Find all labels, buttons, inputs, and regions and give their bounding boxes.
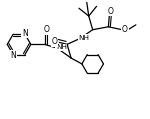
Text: O: O [51, 37, 57, 46]
Text: NH: NH [78, 35, 89, 41]
Text: O: O [107, 7, 113, 16]
Text: N: N [22, 29, 28, 38]
Text: O: O [44, 25, 50, 34]
Text: N: N [10, 51, 16, 60]
Text: NH: NH [56, 44, 67, 50]
Text: O: O [122, 25, 128, 34]
